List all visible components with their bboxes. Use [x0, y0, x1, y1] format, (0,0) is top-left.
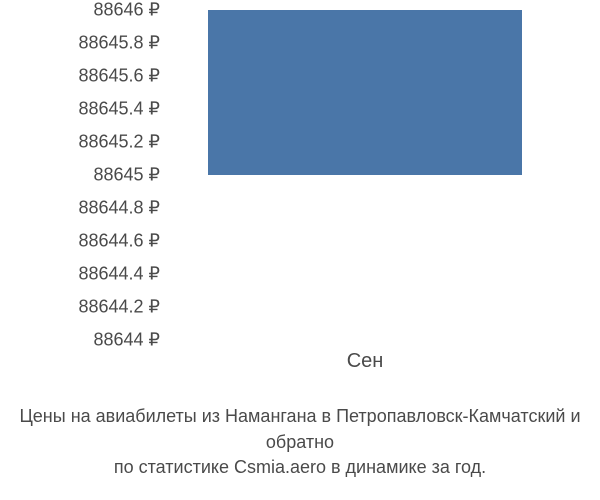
- price-chart: 88646 ₽88645.8 ₽88645.6 ₽88645.4 ₽88645.…: [0, 10, 600, 400]
- chart-caption: Цены на авиабилеты из Намангана в Петроп…: [0, 404, 600, 480]
- y-tick: 88644.8 ₽: [0, 198, 160, 219]
- caption-line-1: Цены на авиабилеты из Намангана в Петроп…: [0, 404, 600, 454]
- y-tick: 88645.2 ₽: [0, 132, 160, 153]
- y-tick: 88644.6 ₽: [0, 231, 160, 252]
- y-tick: 88645 ₽: [0, 165, 160, 186]
- y-tick: 88645.4 ₽: [0, 99, 160, 120]
- y-tick: 88645.8 ₽: [0, 33, 160, 54]
- y-tick: 88644.4 ₽: [0, 264, 160, 285]
- y-axis: 88646 ₽88645.8 ₽88645.6 ₽88645.4 ₽88645.…: [0, 10, 170, 400]
- y-tick: 88644.2 ₽: [0, 297, 160, 318]
- caption-line-2: по статистике Csmia.aero в динамике за г…: [0, 455, 600, 480]
- x-tick: Сен: [347, 350, 384, 373]
- y-tick: 88645.6 ₽: [0, 66, 160, 87]
- y-tick: 88646 ₽: [0, 0, 160, 21]
- y-tick: 88644 ₽: [0, 330, 160, 351]
- bar: [208, 10, 523, 175]
- plot-area: [180, 10, 550, 340]
